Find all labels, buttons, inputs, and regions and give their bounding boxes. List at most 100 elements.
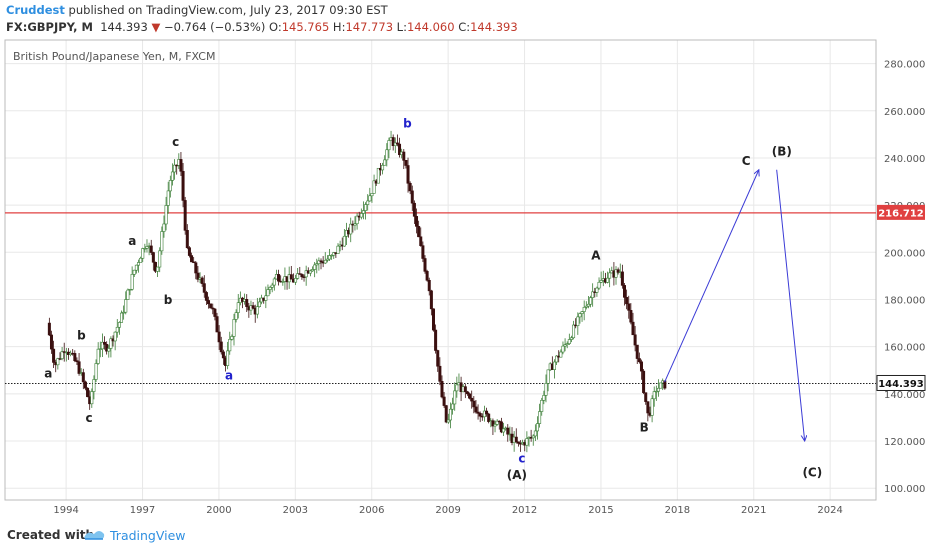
x-tick-label: 2000 xyxy=(206,505,231,516)
candle-body xyxy=(190,255,194,263)
candle-body xyxy=(470,397,474,402)
candle-body xyxy=(478,413,482,417)
candle-body xyxy=(495,420,499,425)
x-tick-label: 2009 xyxy=(435,505,460,516)
candle-body xyxy=(302,276,306,278)
candle-body xyxy=(181,171,185,201)
candle-body xyxy=(330,254,334,257)
candle-body xyxy=(440,381,444,398)
candle-body xyxy=(465,391,469,395)
candle-body xyxy=(281,281,285,283)
candle-body xyxy=(323,259,327,264)
candle-body xyxy=(525,438,529,446)
candle-body xyxy=(578,313,582,318)
candle-body xyxy=(304,270,308,278)
candle-body xyxy=(202,283,206,293)
candle-body xyxy=(122,311,126,314)
candle-body xyxy=(387,140,391,151)
candle-body xyxy=(616,269,620,273)
candle-body xyxy=(58,358,62,360)
y-axis: 100.000 120.000 140.000 160.000 180.000 200.0… xyxy=(884,60,925,496)
candle-body xyxy=(257,301,261,307)
wave-label: (B) xyxy=(772,145,792,159)
candle-body xyxy=(635,344,639,359)
candle-body xyxy=(77,361,81,374)
close-value: 144.393 xyxy=(470,20,518,34)
y-tick-label: 240.000 xyxy=(884,154,925,165)
candle-body xyxy=(264,295,268,301)
candle-body xyxy=(325,258,329,261)
resistance-price-tag xyxy=(877,204,925,220)
symbol-label: FX:GBPJPY, M xyxy=(6,20,93,34)
last-price-tag xyxy=(876,374,926,391)
candle-body xyxy=(637,358,641,363)
candle-body xyxy=(226,350,230,366)
chart-title: British Pound/Japanese Yen, M, FXCM xyxy=(13,50,216,63)
candle-body xyxy=(599,280,603,283)
candle-body xyxy=(168,180,172,192)
candle-body xyxy=(52,348,56,363)
chart-header: Cruddest published on TradingView.com, J… xyxy=(0,0,932,40)
candle-body xyxy=(336,245,340,254)
candle-body xyxy=(207,300,211,305)
candle-body xyxy=(317,260,321,264)
candle-body xyxy=(654,390,658,393)
wave-label: a xyxy=(128,234,136,248)
candle-body xyxy=(644,392,648,402)
candle-body xyxy=(60,351,64,359)
candle-body xyxy=(656,387,660,392)
candle-body xyxy=(438,365,442,382)
candle-body xyxy=(359,213,363,218)
candle-body xyxy=(370,193,374,197)
candle-body xyxy=(576,316,580,326)
candle-body xyxy=(213,308,217,317)
candle-body xyxy=(215,316,219,333)
candle-body xyxy=(289,274,293,280)
candle-body xyxy=(192,261,196,264)
candle-body xyxy=(319,260,323,263)
candle-body xyxy=(425,271,429,281)
wave-label: a xyxy=(225,369,233,383)
candle-body xyxy=(451,403,455,410)
candle-body xyxy=(442,396,446,406)
x-tick-label: 2021 xyxy=(741,505,766,516)
candle-body xyxy=(555,355,559,363)
candle-body xyxy=(391,137,395,147)
candle-body xyxy=(372,180,376,194)
price-chart[interactable]: 100.000 120.000 140.000 160.000 180.000 200.0… xyxy=(0,0,932,520)
candle-body xyxy=(421,245,425,259)
candle-body xyxy=(463,386,467,393)
author-link[interactable]: Cruddest xyxy=(6,3,65,17)
wave-label: a xyxy=(44,366,52,380)
x-tick-label: 2015 xyxy=(588,505,613,516)
candle-body xyxy=(606,277,610,283)
candle-body xyxy=(107,348,111,352)
candle-body xyxy=(642,370,646,393)
candle-body xyxy=(444,405,448,423)
last-price: 144.393 xyxy=(100,20,148,34)
candle-body xyxy=(540,399,544,412)
projection-path[interactable] xyxy=(664,169,805,441)
candle-body xyxy=(296,273,300,279)
tradingview-brand[interactable]: TradingView xyxy=(110,528,186,543)
candle-body xyxy=(589,297,593,305)
candle-body xyxy=(328,255,332,260)
candle-body xyxy=(83,381,87,389)
candle-body xyxy=(417,226,421,238)
candle-body xyxy=(427,279,431,292)
candle-body xyxy=(136,262,140,266)
candle-body xyxy=(270,284,274,288)
candle-body xyxy=(565,343,569,345)
candle-body xyxy=(368,195,372,202)
candle-body xyxy=(474,406,478,413)
candle-body xyxy=(559,351,563,358)
projection-leg-down xyxy=(776,169,805,441)
candle-body xyxy=(113,331,117,342)
candle-body xyxy=(311,269,315,272)
candle-body xyxy=(173,164,177,173)
ohlc-line: FX:GBPJPY, M 144.393 ▼ −0.764 (−0.53%) O… xyxy=(6,20,518,34)
candle-body xyxy=(139,257,143,263)
created-with-label: Created with xyxy=(7,528,95,542)
low-label: L: xyxy=(396,20,407,34)
candle-body xyxy=(395,142,399,145)
